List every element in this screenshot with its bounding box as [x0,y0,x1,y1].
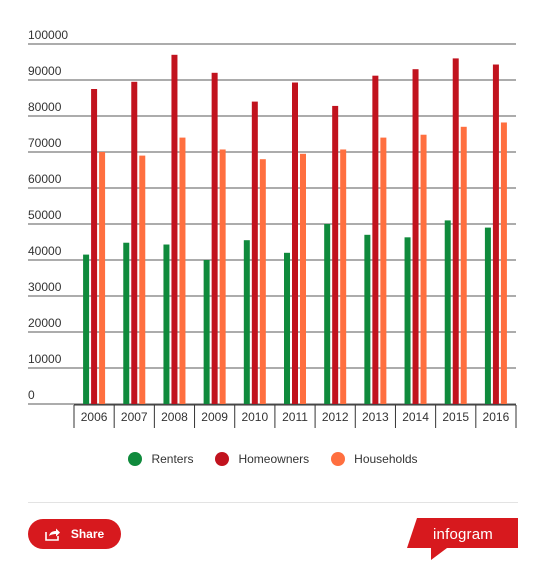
legend-swatch [331,452,346,466]
share-button[interactable]: Share [28,519,121,549]
legend-swatch [128,452,143,466]
bar-renters [324,224,331,404]
bar-renters [243,240,250,404]
y-tick-label: 70000 [28,136,62,150]
bar-homeowners [332,105,339,405]
y-tick-label: 100000 [28,28,68,42]
x-tick-label: 2013 [362,410,389,424]
bar-renters [284,252,290,404]
legend-swatch [215,452,230,466]
bar-homeowners [211,72,218,405]
share-icon [45,528,60,541]
chart-legend: Renters Homeowners Households [0,452,546,466]
y-tick-label: 10000 [28,352,62,366]
bar-homeowners [412,69,419,404]
legend-label: Homeowners [238,452,310,466]
bar-households [259,159,266,404]
brand-badge-shape [407,518,518,560]
bar-homeowners [91,89,98,404]
chart-container: 0 10000 20000 30000 40000 50000 60000 70000 8000… [28,28,517,428]
bar-renters [123,242,130,404]
x-tick-label: 2009 [201,410,228,424]
bar-homeowners [251,101,258,404]
bar-renters [83,254,90,404]
infogram-logo[interactable]: infogram [407,518,518,560]
bar-households [340,149,347,404]
bar-homeowners [171,54,178,405]
x-tick-label: 2012 [322,410,349,424]
bar-households [380,137,387,404]
bar-homeowners [372,75,379,405]
bar-homeowners [131,81,138,405]
x-tick-label: 2007 [121,410,148,424]
x-tick-label: 2014 [402,410,429,424]
y-tick-label: 30000 [28,280,62,294]
bar-households [179,137,186,404]
bar-renters [444,220,451,404]
bar-renters [203,260,210,404]
bar-households [300,153,306,404]
bar-households [460,126,467,405]
y-tick-label: 80000 [28,100,62,114]
legend-label: Renters [151,452,194,466]
x-tick-label: 2008 [161,410,188,424]
y-tick-label: 40000 [28,244,62,258]
bar-households [139,155,146,404]
legend-item-households[interactable]: Households [331,452,418,466]
bar-homeowners [292,82,298,405]
bar-households [219,149,226,404]
y-tick-label: 20000 [28,316,62,330]
bar-renters [163,244,170,404]
x-tick-label: 2011 [282,410,308,424]
x-tick-label: 2015 [442,410,469,424]
bar-homeowners [492,64,499,405]
y-tick-label: 0 [28,388,35,402]
legend-label: Households [354,452,418,466]
y-tick-label: 90000 [28,64,62,78]
bar-chart: 0 10000 20000 30000 40000 50000 60000 70000 8000… [28,28,517,428]
legend-item-renters[interactable]: Renters [128,452,193,466]
bar-renters [364,234,371,404]
footer-divider [28,502,518,503]
bar-households [99,152,106,404]
bar-renters [404,237,411,404]
x-tick-label: 2006 [81,410,108,424]
x-tick-label: 2010 [241,410,268,424]
y-tick-label: 60000 [28,172,62,186]
bar-households [500,122,507,404]
x-tick-label: 2016 [483,410,510,424]
y-tick-label: 50000 [28,208,62,222]
bar-homeowners [452,58,459,405]
bar-households [420,134,427,404]
bar-renters [484,227,491,404]
brand-label: infogram [433,526,493,543]
share-label: Share [70,527,105,541]
legend-item-homeowners[interactable]: Homeowners [215,452,309,466]
